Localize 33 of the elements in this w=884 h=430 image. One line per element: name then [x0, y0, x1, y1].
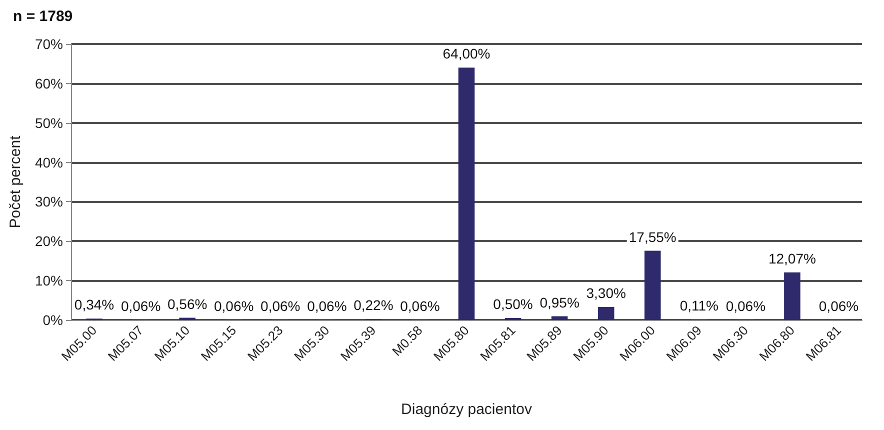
data-label: 0,50%: [493, 296, 533, 312]
y-tick-label: 50%: [34, 114, 63, 131]
bar: [551, 316, 568, 320]
bar: [644, 250, 661, 320]
data-label: 0,06%: [214, 298, 254, 314]
data-label: 0,06%: [400, 298, 440, 314]
data-label: 0,34%: [74, 296, 114, 313]
y-axis-title: Počet percent: [7, 134, 24, 228]
y-tick-label: 20%: [34, 233, 63, 250]
y-tick-label: 10%: [34, 272, 63, 289]
data-label: 3,30%: [586, 284, 626, 301]
data-label: 0,06%: [260, 298, 300, 314]
data-label: 0,06%: [120, 298, 161, 314]
bar: [784, 272, 800, 320]
x-axis-title: Diagnózy pacientov: [401, 401, 532, 418]
y-tick-label: 60%: [34, 75, 63, 92]
y-tick-label: 70%: [34, 36, 63, 52]
data-label: 0,06%: [818, 298, 859, 314]
data-label: 0,56%: [167, 296, 208, 312]
chart-title: n = 1789: [13, 8, 73, 25]
data-label: 0,06%: [726, 298, 766, 314]
data-label: 0,22%: [354, 297, 394, 314]
data-label: 0,95%: [540, 294, 580, 310]
bar: [598, 306, 614, 320]
bar: [458, 68, 475, 320]
y-tick-label: 0%: [42, 312, 63, 328]
data-label: 0,11%: [680, 298, 718, 314]
y-tick-label: 30%: [34, 194, 63, 210]
data-label: 12,07%: [768, 250, 816, 266]
data-label: 0,06%: [307, 298, 347, 314]
y-tick-label: 40%: [34, 154, 63, 170]
data-label: 17,55%: [628, 228, 676, 245]
data-label: 64,00%: [442, 46, 490, 62]
